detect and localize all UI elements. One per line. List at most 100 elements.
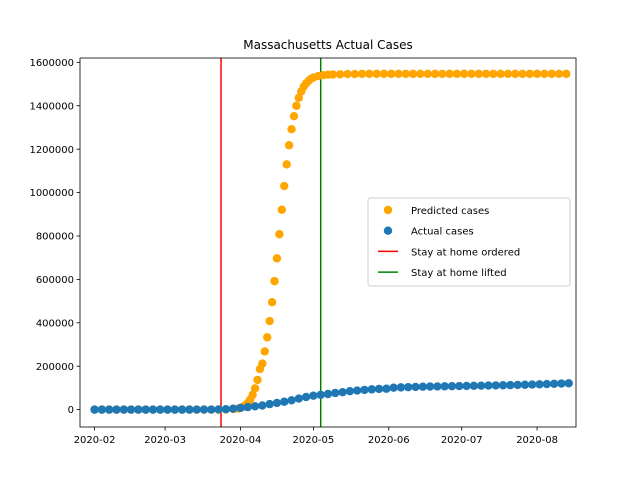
data-point	[323, 389, 333, 399]
data-point	[284, 141, 294, 150]
data-point	[170, 405, 180, 414]
data-point	[433, 382, 442, 391]
data-point	[564, 379, 573, 388]
data-point	[258, 401, 267, 410]
data-point	[316, 390, 325, 400]
data-point	[272, 254, 282, 263]
x-tick-label: 2020-02	[74, 435, 116, 446]
y-tick-label: 0	[68, 405, 74, 416]
data-point	[335, 70, 345, 79]
x-tick-label: 2020-07	[441, 435, 483, 446]
data-point	[445, 69, 454, 79]
x-tick-label: 2020-06	[368, 435, 410, 446]
data-point	[374, 384, 384, 394]
data-point	[367, 385, 376, 394]
data-point	[253, 375, 262, 385]
data-point	[440, 382, 449, 391]
data-point	[382, 384, 391, 393]
data-point	[542, 379, 552, 389]
data-point	[423, 69, 432, 79]
data-point	[282, 160, 291, 169]
data-point	[518, 69, 527, 79]
x-tick-label: 2020-05	[293, 435, 335, 446]
data-point	[496, 69, 505, 79]
data-point	[528, 380, 537, 389]
data-point	[430, 69, 440, 79]
legend-marker	[383, 226, 393, 235]
data-point	[104, 405, 114, 414]
data-point	[343, 69, 352, 79]
data-point	[469, 381, 479, 391]
data-point	[350, 69, 359, 79]
data-point	[372, 69, 381, 79]
data-point	[484, 381, 493, 390]
data-point	[119, 405, 128, 414]
data-point	[396, 383, 406, 392]
data-point	[185, 405, 194, 414]
legend-marker	[383, 205, 393, 215]
legend-box	[367, 197, 571, 287]
data-point	[287, 396, 296, 405]
data-point	[243, 402, 252, 412]
data-point	[467, 69, 476, 79]
data-point	[248, 390, 257, 400]
data-point	[411, 382, 420, 392]
data-point	[331, 388, 340, 398]
data-point	[345, 387, 355, 396]
data-point	[438, 69, 447, 79]
data-point	[525, 69, 535, 79]
data-point	[292, 101, 301, 110]
data-point	[498, 381, 508, 390]
y-tick-label: 200000	[36, 362, 74, 373]
data-point	[416, 69, 425, 79]
data-point	[301, 392, 311, 402]
data-point	[404, 382, 413, 392]
data-point	[156, 405, 165, 414]
data-point	[547, 69, 556, 79]
data-point	[491, 381, 500, 390]
data-point	[287, 124, 296, 134]
data-point	[280, 397, 289, 406]
legend-label: Stay at home lifted	[411, 268, 507, 279]
data-point	[294, 93, 304, 102]
axes-frame	[79, 57, 577, 428]
data-point	[265, 399, 274, 409]
data-point	[207, 405, 216, 414]
data-point	[425, 382, 435, 391]
y-tick-label: 600000	[36, 275, 74, 286]
data-point	[379, 69, 389, 79]
data-point	[462, 381, 471, 391]
data-point	[520, 380, 530, 389]
data-point	[250, 384, 260, 393]
data-point	[236, 403, 245, 413]
data-point	[511, 69, 520, 79]
data-point	[199, 405, 209, 414]
data-point	[90, 405, 99, 414]
data-point	[365, 69, 374, 79]
data-point	[192, 405, 201, 414]
data-point	[540, 69, 549, 79]
data-point	[228, 404, 238, 413]
legend-label: Stay at home ordered	[411, 247, 520, 258]
data-point	[447, 381, 457, 391]
data-point	[481, 69, 491, 79]
data-point	[557, 379, 566, 388]
data-point	[265, 316, 274, 326]
data-point	[506, 380, 515, 390]
legend-label: Actual cases	[411, 227, 474, 238]
data-point	[455, 381, 464, 391]
data-point	[309, 391, 318, 400]
data-point	[408, 69, 418, 79]
data-point	[214, 405, 223, 414]
data-point	[389, 383, 398, 392]
data-point	[272, 398, 282, 408]
data-point	[418, 382, 428, 391]
plot-area	[90, 58, 573, 427]
data-point	[97, 405, 107, 414]
data-point	[258, 359, 267, 368]
data-point	[387, 69, 396, 79]
data-point	[270, 276, 279, 286]
data-point	[401, 69, 411, 79]
y-tick-label: 1600000	[29, 58, 74, 69]
y-tick-label: 400000	[36, 318, 74, 329]
